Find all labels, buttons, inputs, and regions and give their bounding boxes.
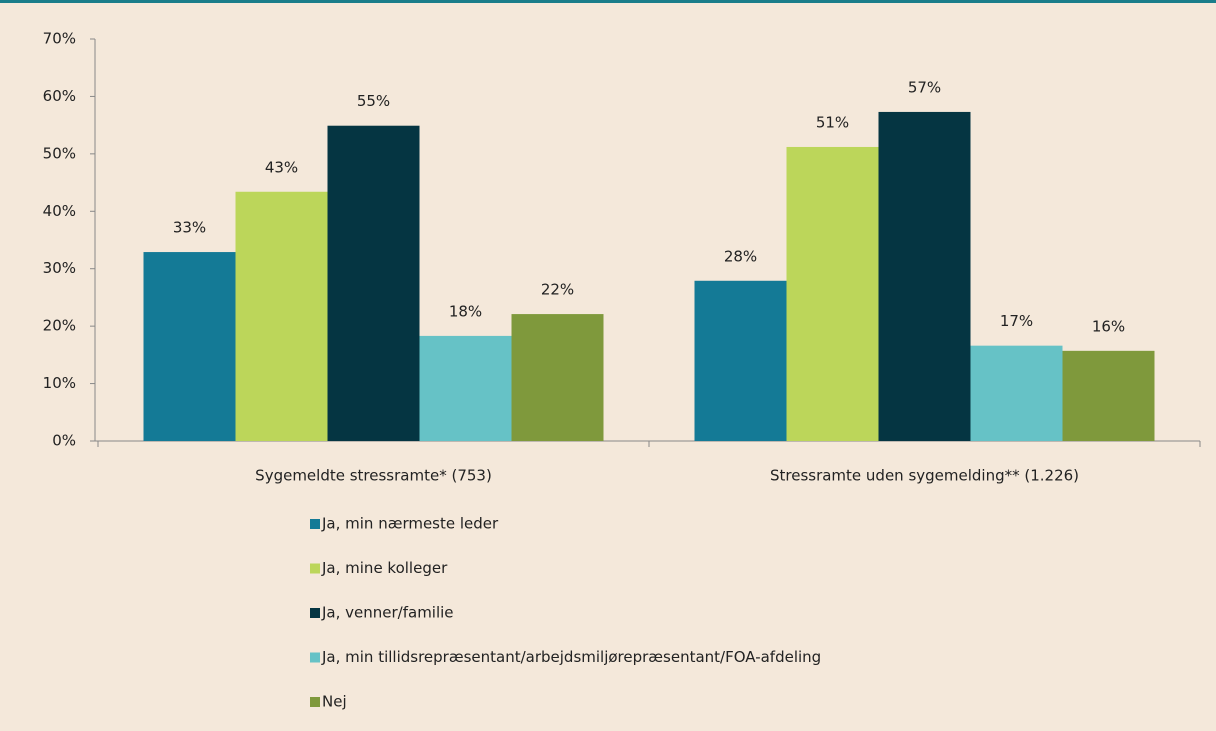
legend-label: Ja, min nærmeste leder [321, 515, 499, 533]
legend-label: Ja, venner/familie [321, 604, 454, 622]
value-label: 18% [449, 302, 482, 320]
x-tick-label: Sygemeldte stressramte* (753) [255, 467, 492, 485]
bar [235, 191, 328, 441]
bar [786, 146, 879, 442]
y-tick-label: 0% [52, 432, 76, 450]
value-label: 55% [357, 92, 390, 110]
value-label: 17% [1000, 312, 1033, 330]
legend-swatch [310, 563, 320, 574]
legend-label: Ja, mine kolleger [321, 559, 448, 577]
bar [143, 252, 236, 441]
bar [970, 345, 1063, 441]
value-label: 57% [908, 78, 941, 96]
value-label: 51% [816, 113, 849, 131]
y-tick-label: 70% [43, 30, 76, 48]
value-label: 16% [1092, 317, 1125, 335]
legend-label: Ja, min tillidsrepræsentant/arbejdsmiljø… [321, 648, 821, 666]
y-tick-label: 60% [43, 87, 76, 105]
value-label: 22% [541, 281, 574, 299]
legend-swatch [310, 608, 320, 618]
y-tick-label: 30% [43, 259, 76, 277]
legend-swatch [310, 519, 320, 529]
bar [419, 335, 512, 441]
y-tick-label: 20% [43, 317, 76, 335]
bar [878, 111, 971, 441]
y-tick-label: 50% [43, 144, 76, 162]
value-label: 43% [265, 158, 298, 176]
y-tick-label: 10% [43, 374, 76, 392]
bar [694, 280, 787, 441]
bar [1062, 350, 1155, 441]
legend-swatch [310, 697, 320, 707]
bar [327, 125, 420, 442]
y-tick-label: 40% [43, 202, 76, 220]
x-tick-label: Stressramte uden sygemelding** (1.226) [770, 467, 1079, 485]
bar [511, 314, 604, 441]
value-label: 28% [724, 247, 757, 265]
top-border [0, 0, 1216, 3]
legend-label: Nej [322, 693, 347, 711]
value-label: 33% [173, 219, 206, 237]
legend-swatch [310, 652, 320, 663]
